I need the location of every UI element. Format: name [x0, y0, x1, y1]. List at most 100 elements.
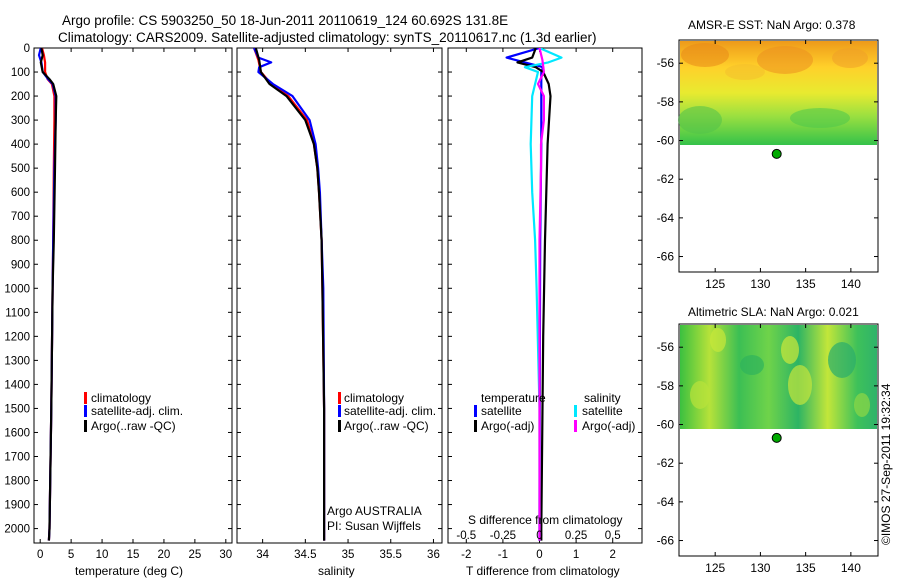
difference-series-lines [505, 48, 563, 541]
difference-legend: temperature salinity satellite Argo(-adj… [474, 391, 635, 433]
map-lon-tick-label: 135 [796, 277, 816, 291]
legend-label-climatology: climatology [344, 391, 404, 405]
depth-tick-label: 900 [11, 259, 30, 271]
sla-map-ticks: 125 130 135 140 -56 -58 -60 -62 -64 -66 [657, 324, 878, 575]
depth-tick-label: 1200 [4, 331, 30, 343]
depth-tick-label: 700 [11, 211, 30, 223]
legend-label-temp-satellite: satellite [481, 404, 522, 418]
legend-label-satellite: satellite-adj. clim. [91, 404, 183, 418]
depth-tick-label: 300 [11, 115, 30, 127]
legend-label-satellite: satellite-adj. clim. [344, 404, 436, 418]
x-tick-label: 34.5 [294, 549, 316, 561]
depth-tick-label: 1500 [4, 403, 30, 415]
legend-title-temperature: temperature [481, 391, 546, 405]
legend-label-sal-satellite: satellite [582, 404, 623, 418]
depth-tick-label: 1900 [4, 500, 30, 512]
legend-swatch-climatology [338, 392, 341, 404]
depth-tick-label: 1300 [4, 355, 30, 367]
series-line-temperature-argo [516, 48, 552, 541]
sst-warm-patch [757, 46, 813, 74]
series-line-salinity-argo [536, 48, 546, 541]
series-line-argo-raw-qc- [254, 48, 326, 541]
x-tick-label: 1 [573, 549, 579, 561]
depth-tick-label: 600 [11, 187, 30, 199]
x-tick-label: 0 [37, 549, 43, 561]
temperature-axes-frame [33, 47, 233, 544]
sla-high-patch [781, 336, 799, 364]
x-tick-label: 35 [342, 549, 355, 561]
pi-annotation: PI: Susan Wijffels [327, 519, 421, 533]
sst-map-title: AMSR-E SST: NaN Argo: 0.378 [688, 18, 856, 32]
salinity-axis-label: salinity [318, 564, 355, 578]
depth-tick-label: 0 [24, 43, 30, 55]
sla-field [680, 325, 877, 429]
map-lon-tick-label: 130 [750, 561, 770, 575]
legend-swatch-temp-argo [474, 420, 477, 432]
sst-map-panel: AMSR-E SST: NaN Argo: 0.378 125 130 135 140… [657, 18, 879, 291]
sla-map-panel: Altimetric SLA: NaN Argo: 0.021 125 130 13… [657, 305, 879, 575]
figure-title-line2: Climatology: CARS2009. Satellite-adjuste… [58, 30, 597, 45]
sla-low-patch [740, 355, 764, 375]
difference-panel: -2 -1 0 1 2 S difference from climatology -0… [447, 47, 643, 578]
sst-map-ticks: 125 130 135 140 -56 -58 -60 -62 -64 -66 [657, 40, 878, 291]
salinity-series-lines [253, 48, 326, 541]
s-difference-tick-label: -0.5 [456, 530, 476, 542]
x-tick-label: 25 [188, 549, 201, 561]
map-lon-tick-label: 125 [705, 277, 725, 291]
sla-high-patch [710, 328, 726, 352]
x-tick-label: 10 [96, 549, 109, 561]
x-tick-label: -2 [461, 549, 471, 561]
argo-float-marker [771, 432, 782, 443]
legend-label-argo: Argo(..raw -QC) [91, 419, 176, 433]
figure-title-line1: Argo profile: CS 5903250_50 18-Jun-2011 … [62, 13, 508, 28]
x-tick-label: 34 [256, 549, 269, 561]
s-difference-tick-label: -0.25 [490, 530, 516, 542]
legend-swatch-satellite [84, 405, 87, 417]
depth-tick-label: 200 [11, 91, 30, 103]
legend-swatch-climatology [84, 392, 87, 404]
map-lat-tick-label: -56 [657, 56, 675, 70]
salinity-legend: climatology satellite-adj. clim. Argo(..… [338, 391, 436, 433]
legend-swatch-argo [84, 420, 87, 432]
depth-tick-label: 100 [11, 67, 30, 79]
legend-swatch-satellite [338, 405, 341, 417]
map-lat-tick-label: -66 [657, 534, 675, 548]
copyright-footer: ©IMOS 27-Sep-2011 19:32:34 [879, 383, 893, 545]
salinity-axis-ticks: 34 34.5 35 35.5 36 [256, 48, 440, 561]
depth-tick-label: 400 [11, 139, 30, 151]
temperature-axis-ticks: 0 5 10 15 20 25 30 [37, 48, 232, 561]
depth-tick-label: 500 [11, 163, 30, 175]
depth-tick-label: 1100 [5, 307, 30, 319]
x-tick-label: 30 [219, 549, 232, 561]
sla-high-patch [788, 365, 812, 405]
sst-warm-patch [681, 43, 729, 67]
depth-tick-label: 1800 [4, 476, 30, 488]
depth-axis-ticks: 0 100 200 300 400 500 600 700 800 900 1000 1100 1200… [4, 43, 232, 536]
salinity-depth-ticks [237, 47, 442, 530]
x-tick-label: 0 [536, 549, 542, 561]
x-tick-label: 20 [158, 549, 171, 561]
map-lat-tick-label: -58 [657, 95, 675, 109]
map-lon-tick-label: 140 [841, 277, 861, 291]
legend-label-climatology: climatology [91, 391, 151, 405]
argo-float-marker [771, 148, 782, 159]
temperature-series-lines [37, 48, 58, 541]
map-lat-tick-label: -60 [657, 134, 675, 148]
sst-warm-patch [832, 48, 868, 68]
sla-high-patch [690, 381, 710, 409]
sst-cool-patch [790, 108, 850, 128]
temperature-axis-label: temperature (deg C) [75, 564, 183, 578]
s-difference-label: S difference from climatology [468, 513, 623, 527]
sst-cool-patch [678, 106, 722, 134]
sla-map-title: Altimetric SLA: NaN Argo: 0.021 [688, 305, 859, 319]
legend-title-salinity: salinity [584, 391, 621, 405]
map-lon-tick-label: 140 [841, 561, 861, 575]
map-lat-tick-label: -64 [657, 211, 675, 225]
legend-label-sal-argo: Argo(-adj) [582, 419, 635, 433]
map-lat-tick-label: -66 [657, 250, 675, 264]
sla-low-patch [828, 342, 856, 378]
map-lon-tick-label: 125 [705, 561, 725, 575]
sst-field-texture [678, 43, 868, 134]
depth-tick-label: 1400 [4, 379, 30, 391]
